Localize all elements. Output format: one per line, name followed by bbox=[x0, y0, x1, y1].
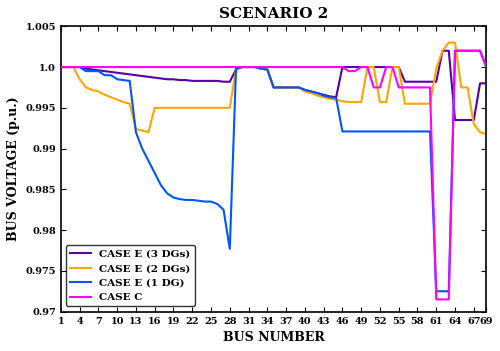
CASE E (2 DGs) bbox=[484, 132, 490, 136]
CASE C bbox=[383, 65, 389, 69]
Y-axis label: BUS VOLTAGE (p.u.): BUS VOLTAGE (p.u.) bbox=[7, 97, 20, 241]
CASE E (2 DGs) bbox=[477, 130, 483, 134]
CASE E (1 DG) bbox=[126, 79, 132, 83]
CASE E (2 DGs) bbox=[196, 106, 202, 110]
CASE C bbox=[58, 65, 64, 69]
CASE C bbox=[452, 49, 458, 53]
CASE E (3 DGs) bbox=[126, 72, 132, 77]
CASE E (3 DGs) bbox=[440, 49, 446, 53]
CASE E (1 DG) bbox=[484, 65, 490, 69]
CASE E (3 DGs) bbox=[484, 81, 490, 85]
CASE E (2 DGs) bbox=[302, 90, 308, 94]
CASE E (3 DGs) bbox=[302, 88, 308, 92]
CASE E (2 DGs) bbox=[89, 88, 95, 92]
CASE E (2 DGs) bbox=[58, 65, 64, 69]
CASE E (3 DGs) bbox=[383, 65, 389, 69]
Line: CASE C: CASE C bbox=[61, 51, 486, 299]
CASE E (1 DG) bbox=[452, 49, 458, 53]
CASE E (2 DGs) bbox=[202, 106, 208, 110]
CASE E (1 DG) bbox=[383, 130, 389, 134]
CASE E (1 DG) bbox=[139, 146, 145, 151]
Legend: CASE E (3 DGs), CASE E (2 DGs), CASE E (1 DG), CASE C: CASE E (3 DGs), CASE E (2 DGs), CASE E (… bbox=[66, 245, 195, 306]
CASE E (3 DGs) bbox=[89, 67, 95, 72]
Line: CASE E (1 DG): CASE E (1 DG) bbox=[61, 51, 486, 291]
CASE C bbox=[434, 297, 440, 302]
CASE E (3 DGs) bbox=[58, 65, 64, 69]
CASE C bbox=[484, 65, 490, 69]
Line: CASE E (2 DGs): CASE E (2 DGs) bbox=[61, 42, 486, 134]
CASE E (1 DG) bbox=[434, 289, 440, 293]
CASE E (1 DG) bbox=[477, 49, 483, 53]
X-axis label: BUS NUMBER: BUS NUMBER bbox=[222, 331, 324, 344]
CASE E (1 DG) bbox=[89, 69, 95, 73]
CASE E (2 DGs) bbox=[446, 40, 452, 45]
CASE C bbox=[477, 49, 483, 53]
CASE E (2 DGs) bbox=[139, 128, 145, 133]
CASE C bbox=[302, 65, 308, 69]
CASE E (1 DG) bbox=[302, 88, 308, 92]
CASE E (3 DGs) bbox=[452, 118, 458, 122]
CASE C bbox=[89, 65, 95, 69]
CASE E (3 DGs) bbox=[139, 74, 145, 78]
CASE C bbox=[139, 65, 145, 69]
CASE C bbox=[126, 65, 132, 69]
CASE E (1 DG) bbox=[58, 65, 64, 69]
Line: CASE E (3 DGs): CASE E (3 DGs) bbox=[61, 51, 486, 120]
CASE E (3 DGs) bbox=[477, 81, 483, 85]
Title: SCENARIO 2: SCENARIO 2 bbox=[219, 7, 328, 21]
